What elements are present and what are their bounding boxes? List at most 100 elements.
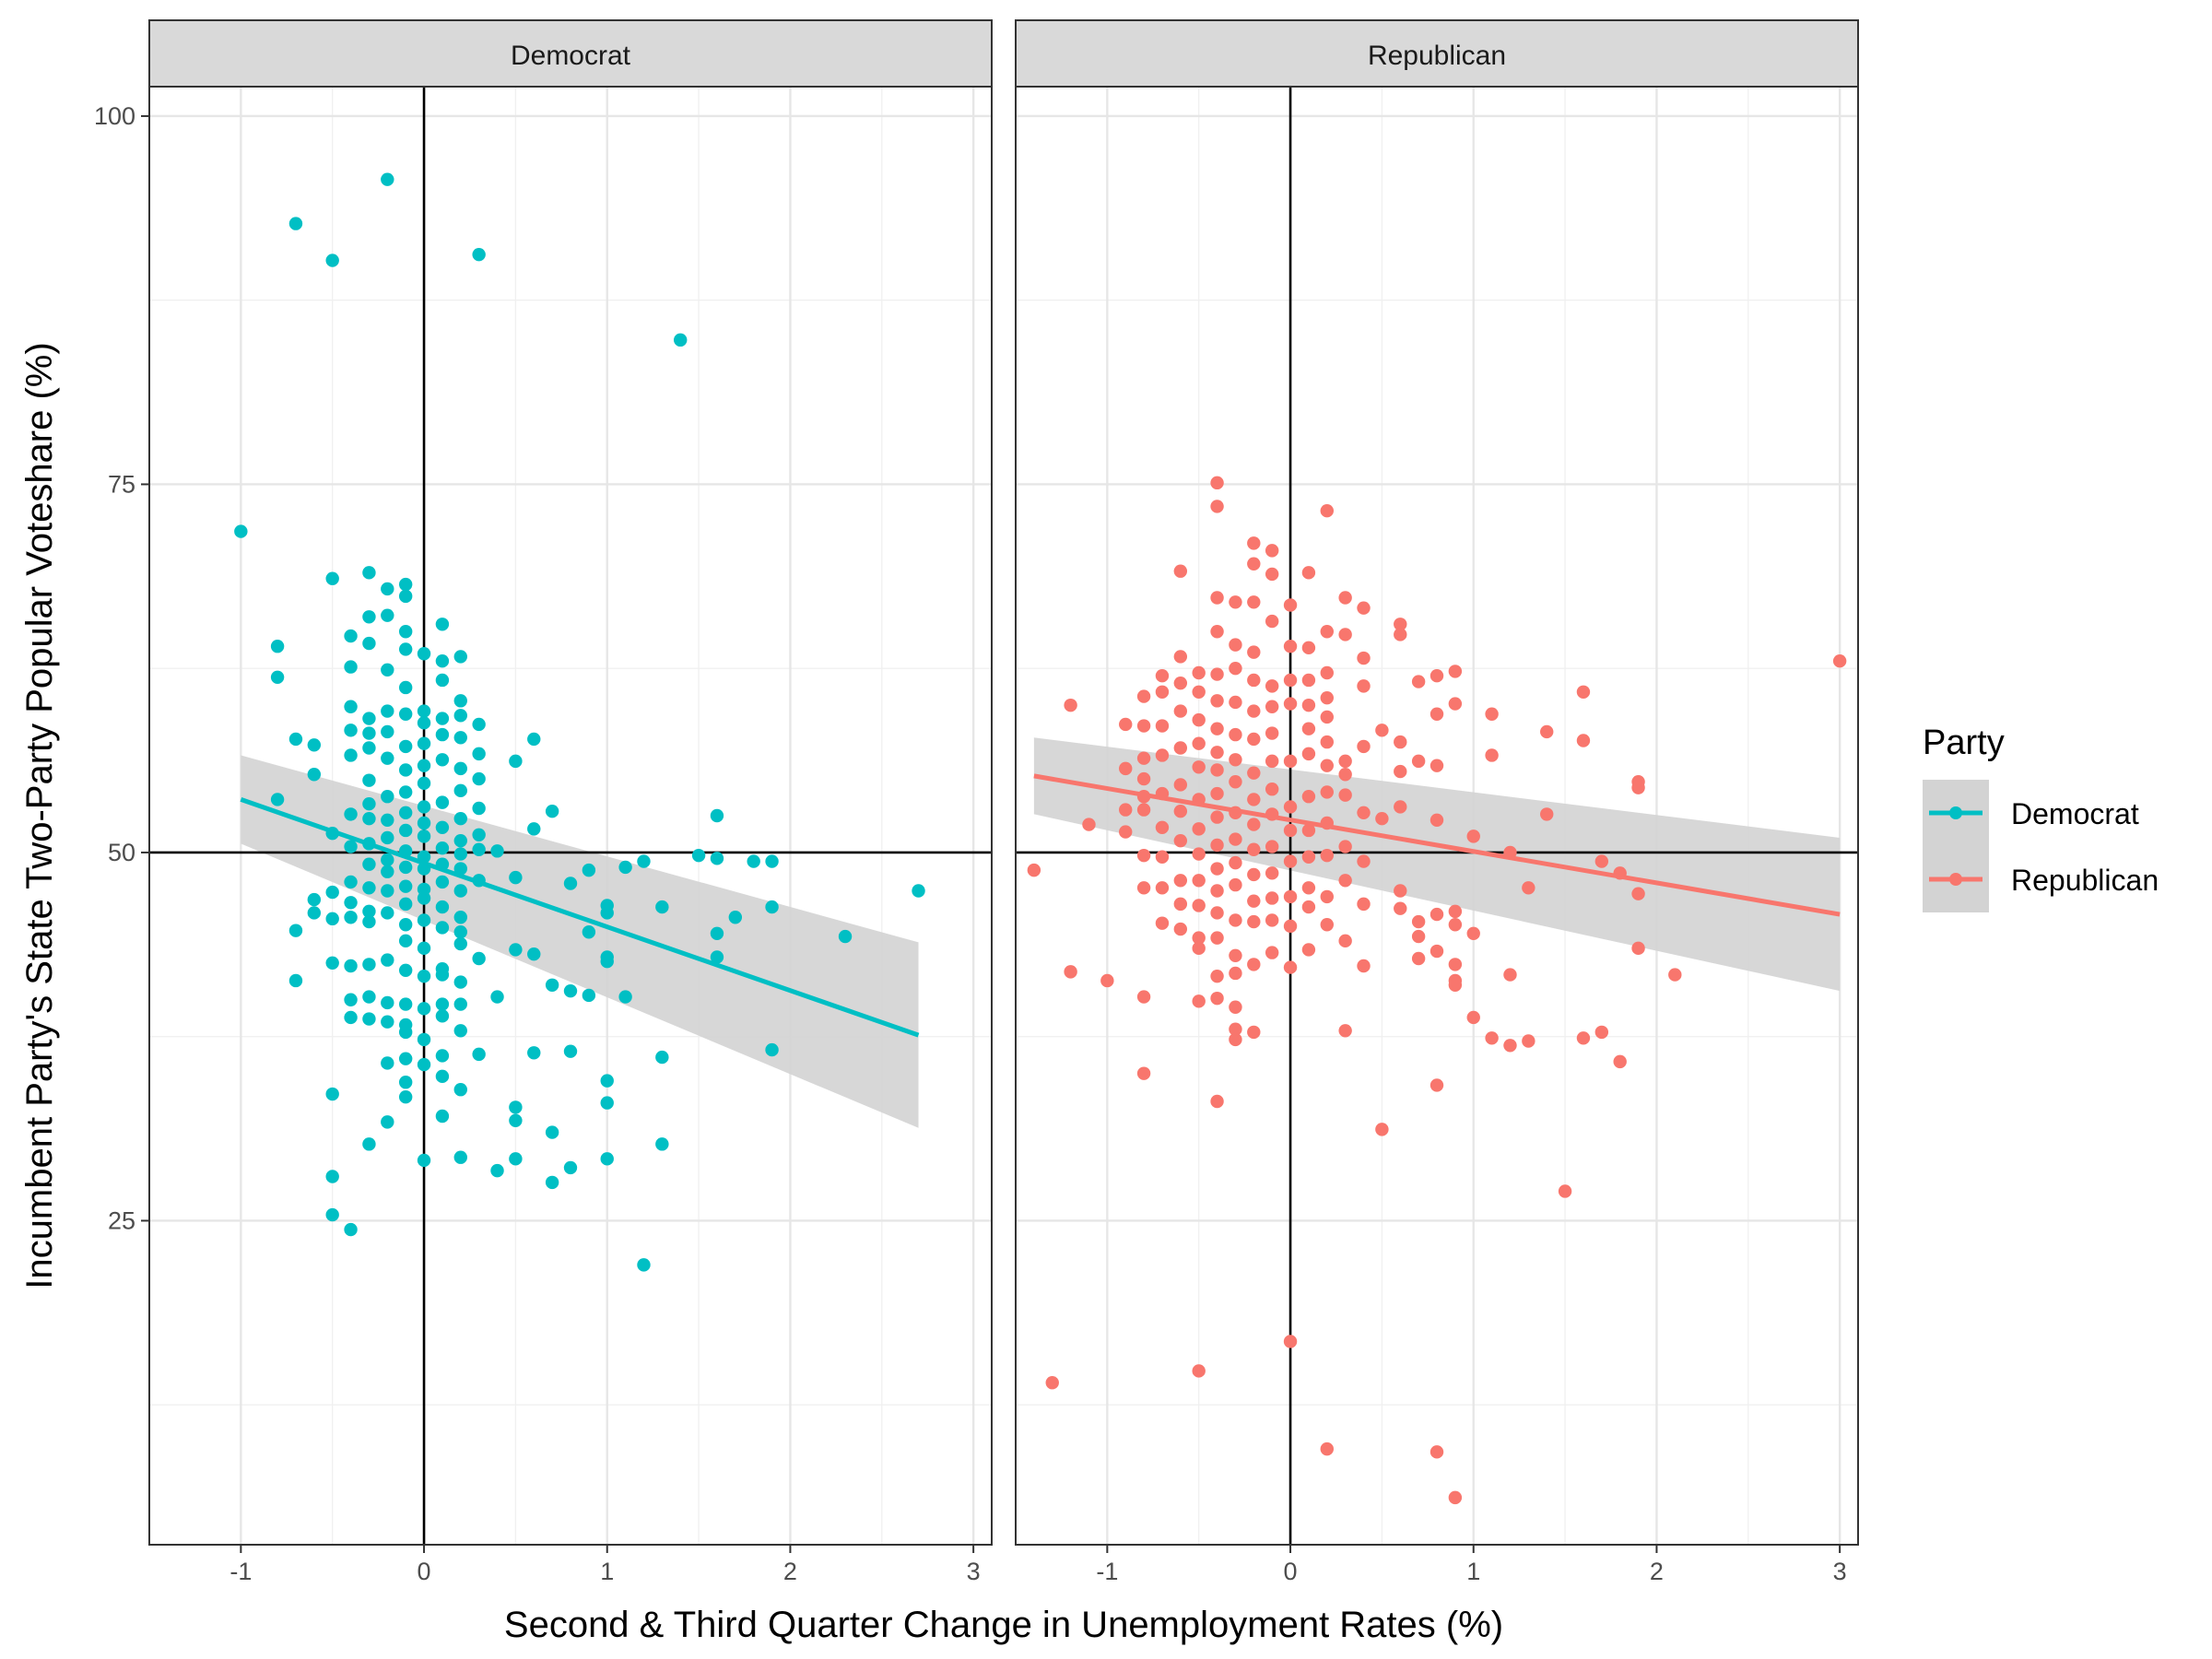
data-point — [1375, 1123, 1389, 1136]
data-point — [1283, 960, 1298, 974]
data-point — [1338, 768, 1352, 782]
data-point — [398, 897, 413, 912]
data-point — [398, 823, 413, 838]
data-point — [381, 830, 394, 845]
data-point — [453, 731, 467, 745]
x-tick-label: 2 — [783, 1558, 797, 1585]
data-point — [417, 1002, 431, 1016]
data-point — [1301, 641, 1316, 655]
data-point — [1136, 689, 1151, 703]
data-point — [912, 884, 925, 898]
data-point — [1430, 1078, 1444, 1092]
data-point — [1247, 914, 1261, 929]
data-point — [1229, 638, 1242, 652]
data-point — [1283, 697, 1298, 711]
data-point — [545, 805, 559, 818]
data-point — [1631, 941, 1645, 956]
data-point — [417, 816, 431, 830]
data-point — [691, 848, 706, 863]
data-point — [1466, 830, 1480, 843]
data-point — [637, 1258, 651, 1272]
data-point — [472, 828, 486, 841]
data-point — [362, 904, 376, 919]
data-point — [1338, 754, 1352, 769]
data-point — [1357, 854, 1371, 868]
data-point — [582, 988, 596, 1003]
data-point — [582, 925, 596, 939]
data-point — [435, 1069, 450, 1084]
data-point — [1301, 673, 1316, 688]
data-point — [1357, 739, 1371, 754]
data-point — [398, 806, 413, 820]
legend-label: Democrat — [2011, 797, 2139, 830]
data-point — [1320, 918, 1334, 932]
data-point — [1283, 1335, 1298, 1348]
data-point — [1173, 778, 1188, 792]
facet-panel-republican: Republican -1 0 1 2 3 — [1015, 19, 1859, 1585]
data-point — [1192, 941, 1206, 956]
data-point — [1576, 685, 1591, 699]
data-point — [1430, 707, 1444, 721]
data-point — [1320, 625, 1334, 639]
data-point — [1320, 690, 1334, 705]
data-point — [1229, 695, 1242, 710]
x-tick-label: 1 — [1466, 1558, 1480, 1585]
data-point — [417, 1057, 431, 1072]
data-point — [1173, 564, 1188, 578]
data-point — [381, 724, 394, 739]
data-point — [1210, 786, 1224, 801]
data-point — [1357, 651, 1371, 665]
data-point — [1522, 881, 1535, 895]
data-point — [453, 1150, 467, 1164]
data-point — [398, 860, 413, 875]
data-point — [1229, 775, 1242, 789]
data-point — [1155, 748, 1170, 762]
data-point — [435, 1109, 450, 1124]
data-point — [618, 860, 632, 875]
y-axis-title: Incumbent Party's State Two-Party Popula… — [19, 342, 60, 1288]
data-point — [307, 768, 322, 782]
data-point — [417, 704, 431, 718]
data-point — [362, 914, 376, 929]
data-point — [453, 833, 467, 848]
data-point — [362, 1012, 376, 1026]
data-point — [527, 947, 541, 961]
data-point — [1375, 724, 1389, 737]
data-point — [490, 1163, 504, 1178]
data-point — [1394, 628, 1407, 641]
data-point — [417, 941, 431, 956]
x-tick-label: 0 — [1284, 1558, 1298, 1585]
data-point — [381, 813, 394, 827]
data-point — [1576, 734, 1591, 747]
strip-background — [148, 19, 993, 88]
data-point — [381, 751, 394, 765]
data-point — [288, 924, 303, 937]
data-point — [307, 738, 322, 752]
data-point — [344, 660, 358, 674]
data-point — [1631, 887, 1645, 900]
data-point — [472, 747, 486, 761]
data-point — [1338, 874, 1352, 888]
data-point — [1136, 1066, 1151, 1080]
data-point — [417, 800, 431, 814]
data-point — [1247, 958, 1261, 971]
strip-label: Democrat — [511, 41, 631, 71]
data-point — [1466, 926, 1480, 941]
data-point — [417, 830, 431, 843]
data-point — [1430, 1445, 1444, 1459]
legend-title: Party — [1923, 724, 2005, 762]
data-point — [509, 1113, 523, 1127]
data-point — [381, 1056, 394, 1070]
data-point — [1540, 724, 1554, 739]
data-point — [453, 925, 467, 939]
data-point — [490, 990, 504, 1004]
data-point — [1394, 884, 1407, 898]
data-point — [1119, 761, 1133, 776]
data-point — [1394, 735, 1407, 749]
regression-line — [240, 797, 920, 1038]
data-point — [325, 956, 339, 970]
data-point — [435, 921, 450, 935]
data-point — [1155, 685, 1170, 699]
data-point — [1320, 759, 1334, 772]
